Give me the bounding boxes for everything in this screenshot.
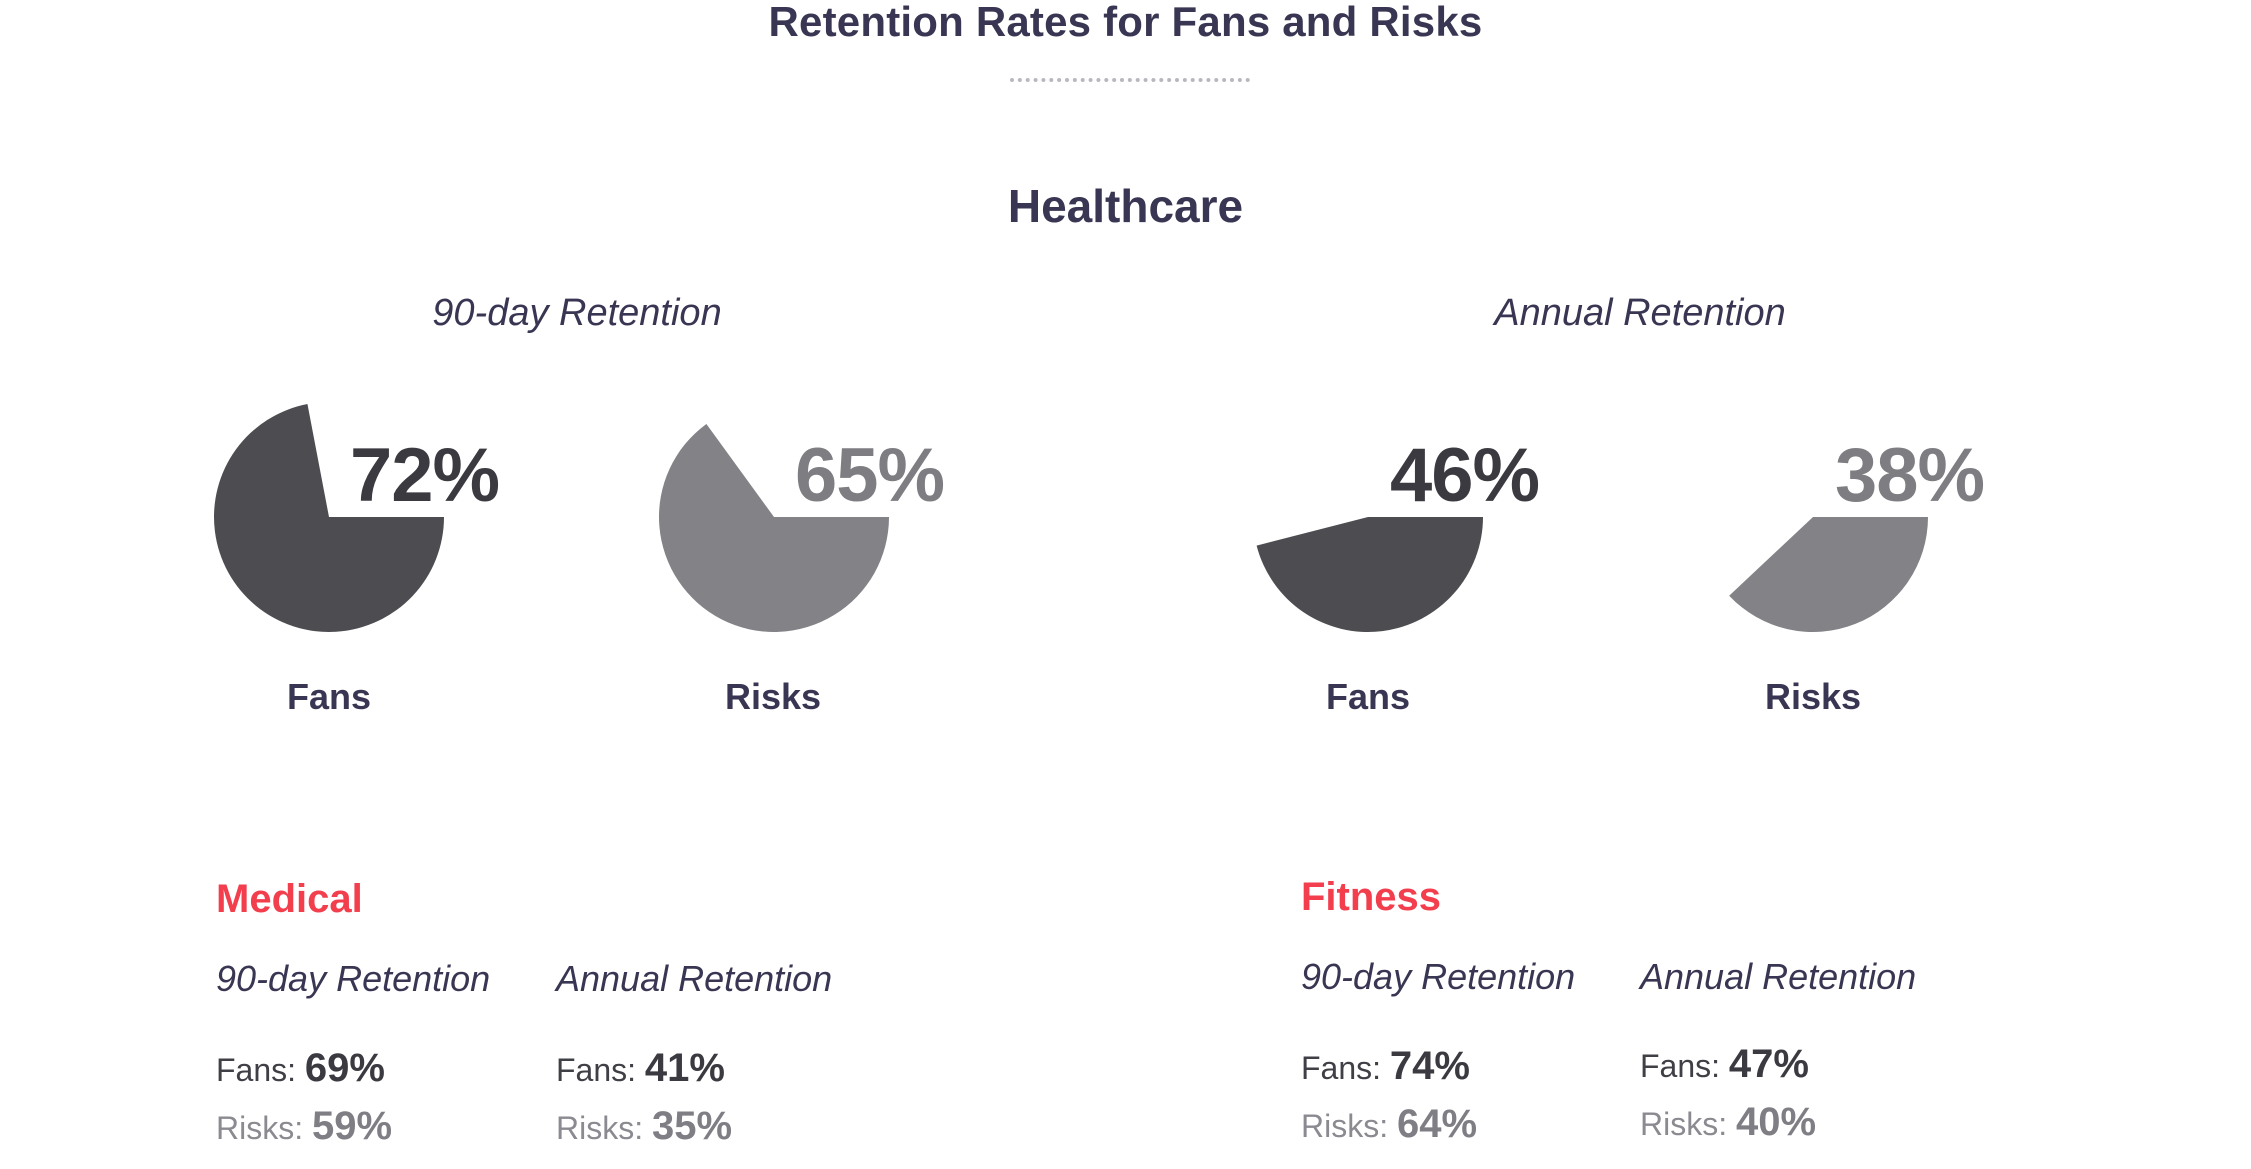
fitness-90-day-fans: Fans: 74% — [1301, 1044, 1470, 1090]
pie-charts — [213, 404, 1928, 633]
risks-label: Risks: — [1640, 1106, 1728, 1142]
pie-label-90-day-risks: 65% — [795, 433, 945, 518]
title-divider — [1010, 78, 1250, 82]
pie-slice-90-day-risks — [658, 423, 889, 633]
segment-title-fitness: Fitness — [1301, 875, 1442, 919]
fans-value: 74% — [1389, 1044, 1470, 1088]
medical-annual-risks: Risks: 35% — [556, 1104, 732, 1150]
pie-name-90-day-risks: Risks — [724, 676, 822, 717]
pie-slice-90-day-fans — [213, 404, 444, 632]
page-title: Retention Rates for Fans and Risks — [768, 0, 1483, 45]
fitness-annual-fans: Fans: 47% — [1640, 1042, 1809, 1088]
fans-value: 69% — [304, 1046, 385, 1090]
risks-value: 64% — [1397, 1102, 1478, 1146]
risks-label: Risks: — [216, 1110, 304, 1146]
pie-label-annual-fans: 46% — [1390, 433, 1540, 518]
fans-label: Fans: — [1640, 1048, 1721, 1084]
fans-label: Fans: — [1301, 1050, 1382, 1086]
segment-title-medical: Medical — [216, 877, 363, 921]
medical-annual-heading: Annual Retention — [556, 958, 833, 999]
risks-value: 35% — [652, 1104, 733, 1148]
fans-label: Fans: — [216, 1052, 297, 1088]
pie-slice-annual-fans — [1256, 517, 1483, 632]
chart-title-90-day: 90-day Retention — [432, 292, 722, 334]
pie-name-annual-fans: Fans — [1325, 676, 1411, 717]
fitness-annual-risks: Risks: 40% — [1640, 1100, 1816, 1146]
pie-name-90-day-fans: Fans — [286, 676, 372, 717]
fans-label: Fans: — [556, 1052, 637, 1088]
risks-value: 59% — [312, 1104, 393, 1148]
chart-title-annual: Annual Retention — [1494, 292, 1786, 334]
pie-label-annual-risks: 38% — [1835, 433, 1985, 518]
risks-value: 40% — [1736, 1100, 1817, 1144]
pie-label-90-day-fans: 72% — [350, 433, 500, 518]
fitness-annual-heading: Annual Retention — [1640, 956, 1917, 997]
section-title: Healthcare — [1007, 180, 1244, 232]
risks-label: Risks: — [556, 1110, 644, 1146]
fitness-90-day-heading: 90-day Retention — [1301, 956, 1576, 997]
pie-name-annual-risks: Risks — [1764, 676, 1862, 717]
fans-value: 47% — [1728, 1042, 1809, 1086]
medical-90-day-fans: Fans: 69% — [216, 1046, 385, 1092]
medical-90-day-risks: Risks: 59% — [216, 1104, 392, 1150]
pie-slice-annual-risks — [1729, 517, 1928, 632]
medical-annual-fans: Fans: 41% — [556, 1046, 725, 1092]
fitness-90-day-risks: Risks: 64% — [1301, 1102, 1477, 1148]
risks-label: Risks: — [1301, 1108, 1389, 1144]
fans-value: 41% — [644, 1046, 725, 1090]
medical-90-day-heading: 90-day Retention — [216, 958, 491, 999]
